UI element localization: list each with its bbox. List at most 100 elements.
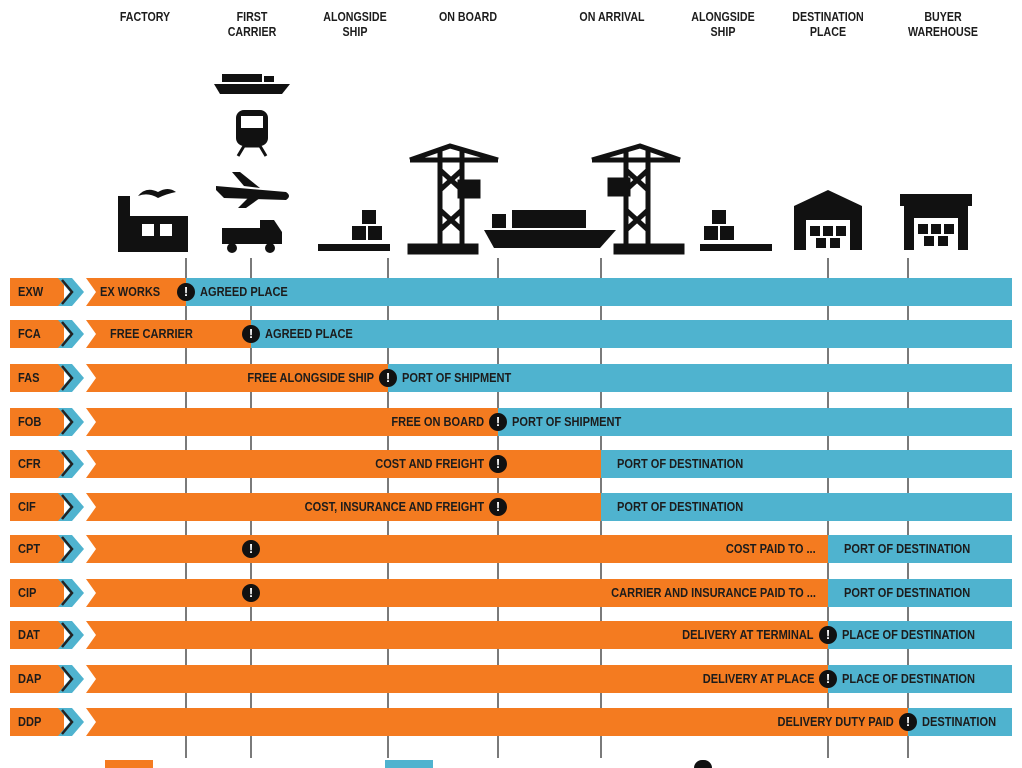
term-code: EXW: [10, 278, 64, 306]
seller-bar: [86, 621, 828, 649]
chevron-icon: [58, 493, 84, 521]
seller-bar: [86, 450, 601, 478]
term-row-fca: FCA FREE CARRIER ! AGREED PLACE: [10, 320, 1012, 348]
buyer-text: PORT OF SHIPMENT: [402, 370, 512, 385]
risk-transfer-marker: !: [489, 455, 507, 473]
term-row-ddp: DDP DELIVERY DUTY PAID ! DESTINATION: [10, 708, 1012, 736]
boxes-icon: [318, 210, 390, 251]
train-icon: [236, 110, 268, 157]
stage-header: ALONGSIDE SHIP: [323, 9, 387, 39]
risk-transfer-marker: !: [489, 498, 507, 516]
chevron-icon: [58, 364, 84, 392]
risk-transfer-marker: !: [379, 369, 397, 387]
term-row-cif: CIF COST, INSURANCE AND FREIGHT ! PORT O…: [10, 493, 1012, 521]
term-code: DDP: [10, 708, 64, 736]
buyer-text: AGREED PLACE: [265, 326, 353, 341]
seller-text: EX WORKS: [100, 284, 161, 299]
seller-text: DELIVERY AT PLACE: [702, 671, 814, 686]
stage-header: FACTORY: [119, 9, 171, 24]
term-row-cip: CIP CARRIER AND INSURANCE PAID TO ... ! …: [10, 579, 1012, 607]
term-code: FCA: [10, 320, 64, 348]
risk-transfer-marker: !: [242, 584, 260, 602]
risk-transfer-marker: !: [242, 325, 260, 343]
buyer-bar: [601, 450, 1012, 478]
seller-text: COST PAID TO ...: [726, 541, 816, 556]
term-row-fas: FAS FREE ALONGSIDE SHIP ! PORT OF SHIPME…: [10, 364, 1012, 392]
risk-transfer-marker: !: [819, 626, 837, 644]
term-code: DAT: [10, 621, 64, 649]
risk-transfer-marker: !: [177, 283, 195, 301]
term-row-dat: DAT DELIVERY AT TERMINAL ! PLACE OF DEST…: [10, 621, 1012, 649]
chevron-icon: [58, 450, 84, 478]
term-row-exw: EXW EX WORKS ! AGREED PLACE: [10, 278, 1012, 306]
truck-icon: [222, 220, 282, 253]
cargo-ship-icon: [484, 210, 616, 248]
crane-icon: [591, 143, 685, 255]
chevron-icon: [58, 621, 84, 649]
buyer-bar: [828, 535, 1012, 563]
buyer-text: DESTINATION: [922, 714, 997, 729]
seller-bar: [86, 408, 498, 436]
container-ship-icon: [214, 74, 290, 94]
factory-icon: [118, 189, 188, 252]
chevron-icon: [58, 579, 84, 607]
buyer-bar: [828, 665, 1012, 693]
term-code: FAS: [10, 364, 64, 392]
crane-icon: [407, 143, 499, 255]
seller-text: FREE ALONGSIDE SHIP: [247, 370, 374, 385]
buyer-bar: [601, 493, 1012, 521]
illustration: [118, 74, 972, 255]
term-code: DAP: [10, 665, 64, 693]
buyer-bar: [828, 579, 1012, 607]
stage-header: FIRST CARRIER: [227, 9, 277, 39]
chevron-icon: [58, 665, 84, 693]
term-code: CIF: [10, 493, 64, 521]
seller-text: DELIVERY DUTY PAID: [777, 714, 894, 729]
chevron-icon: [58, 408, 84, 436]
stage-header: ON BOARD: [438, 9, 498, 24]
seller-bar: [86, 493, 601, 521]
buyer-bar: [908, 708, 1012, 736]
seller-bar: [86, 278, 186, 306]
term-code: CFR: [10, 450, 64, 478]
risk-transfer-marker: !: [242, 540, 260, 558]
term-code: CPT: [10, 535, 64, 563]
stage-header: BUYER WAREHOUSE: [908, 9, 978, 39]
seller-bar: [86, 708, 908, 736]
legend-swatch-buyer: [385, 760, 433, 768]
legend-swatch-seller: [105, 760, 153, 768]
seller-bar: [86, 535, 828, 563]
buyer-text: PORT OF DESTINATION: [844, 585, 971, 600]
risk-transfer-marker: !: [489, 413, 507, 431]
stage-header: DESTINATION PLACE: [792, 9, 864, 39]
seller-bar: [86, 320, 251, 348]
chevron-icon: [58, 320, 84, 348]
buyer-text: PORT OF DESTINATION: [844, 541, 971, 556]
seller-text: FREE ON BOARD: [391, 414, 484, 429]
stage-header: ALONGSIDE SHIP: [691, 9, 755, 39]
term-code: CIP: [10, 579, 64, 607]
risk-transfer-marker: !: [899, 713, 917, 731]
buyer-text: PORT OF DESTINATION: [617, 456, 744, 471]
buyer-bar: [498, 408, 1012, 436]
risk-transfer-marker: !: [819, 670, 837, 688]
warehouse-icon: [794, 190, 862, 250]
warehouse-icon: [900, 194, 972, 250]
chevron-icon: [58, 278, 84, 306]
seller-bar: [86, 579, 828, 607]
term-row-cfr: CFR COST AND FREIGHT ! PORT OF DESTINATI…: [10, 450, 1012, 478]
buyer-bar: [251, 320, 1012, 348]
term-row-dap: DAP DELIVERY AT PLACE ! PLACE OF DESTINA…: [10, 665, 1012, 693]
seller-text: COST AND FREIGHT: [375, 456, 484, 471]
airplane-icon: [216, 172, 289, 208]
buyer-bar: [828, 621, 1012, 649]
term-row-fob: FOB FREE ON BOARD ! PORT OF SHIPMENT: [10, 408, 1012, 436]
term-row-cpt: CPT COST PAID TO ... ! PORT OF DESTINATI…: [10, 535, 1012, 563]
buyer-text: AGREED PLACE: [200, 284, 288, 299]
buyer-text: PORT OF DESTINATION: [617, 499, 744, 514]
chevron-icon: [58, 708, 84, 736]
seller-text: FREE CARRIER: [110, 326, 193, 341]
legend-marker: [694, 760, 712, 768]
buyer-text: PLACE OF DESTINATION: [842, 671, 976, 686]
chevron-icon: [58, 535, 84, 563]
